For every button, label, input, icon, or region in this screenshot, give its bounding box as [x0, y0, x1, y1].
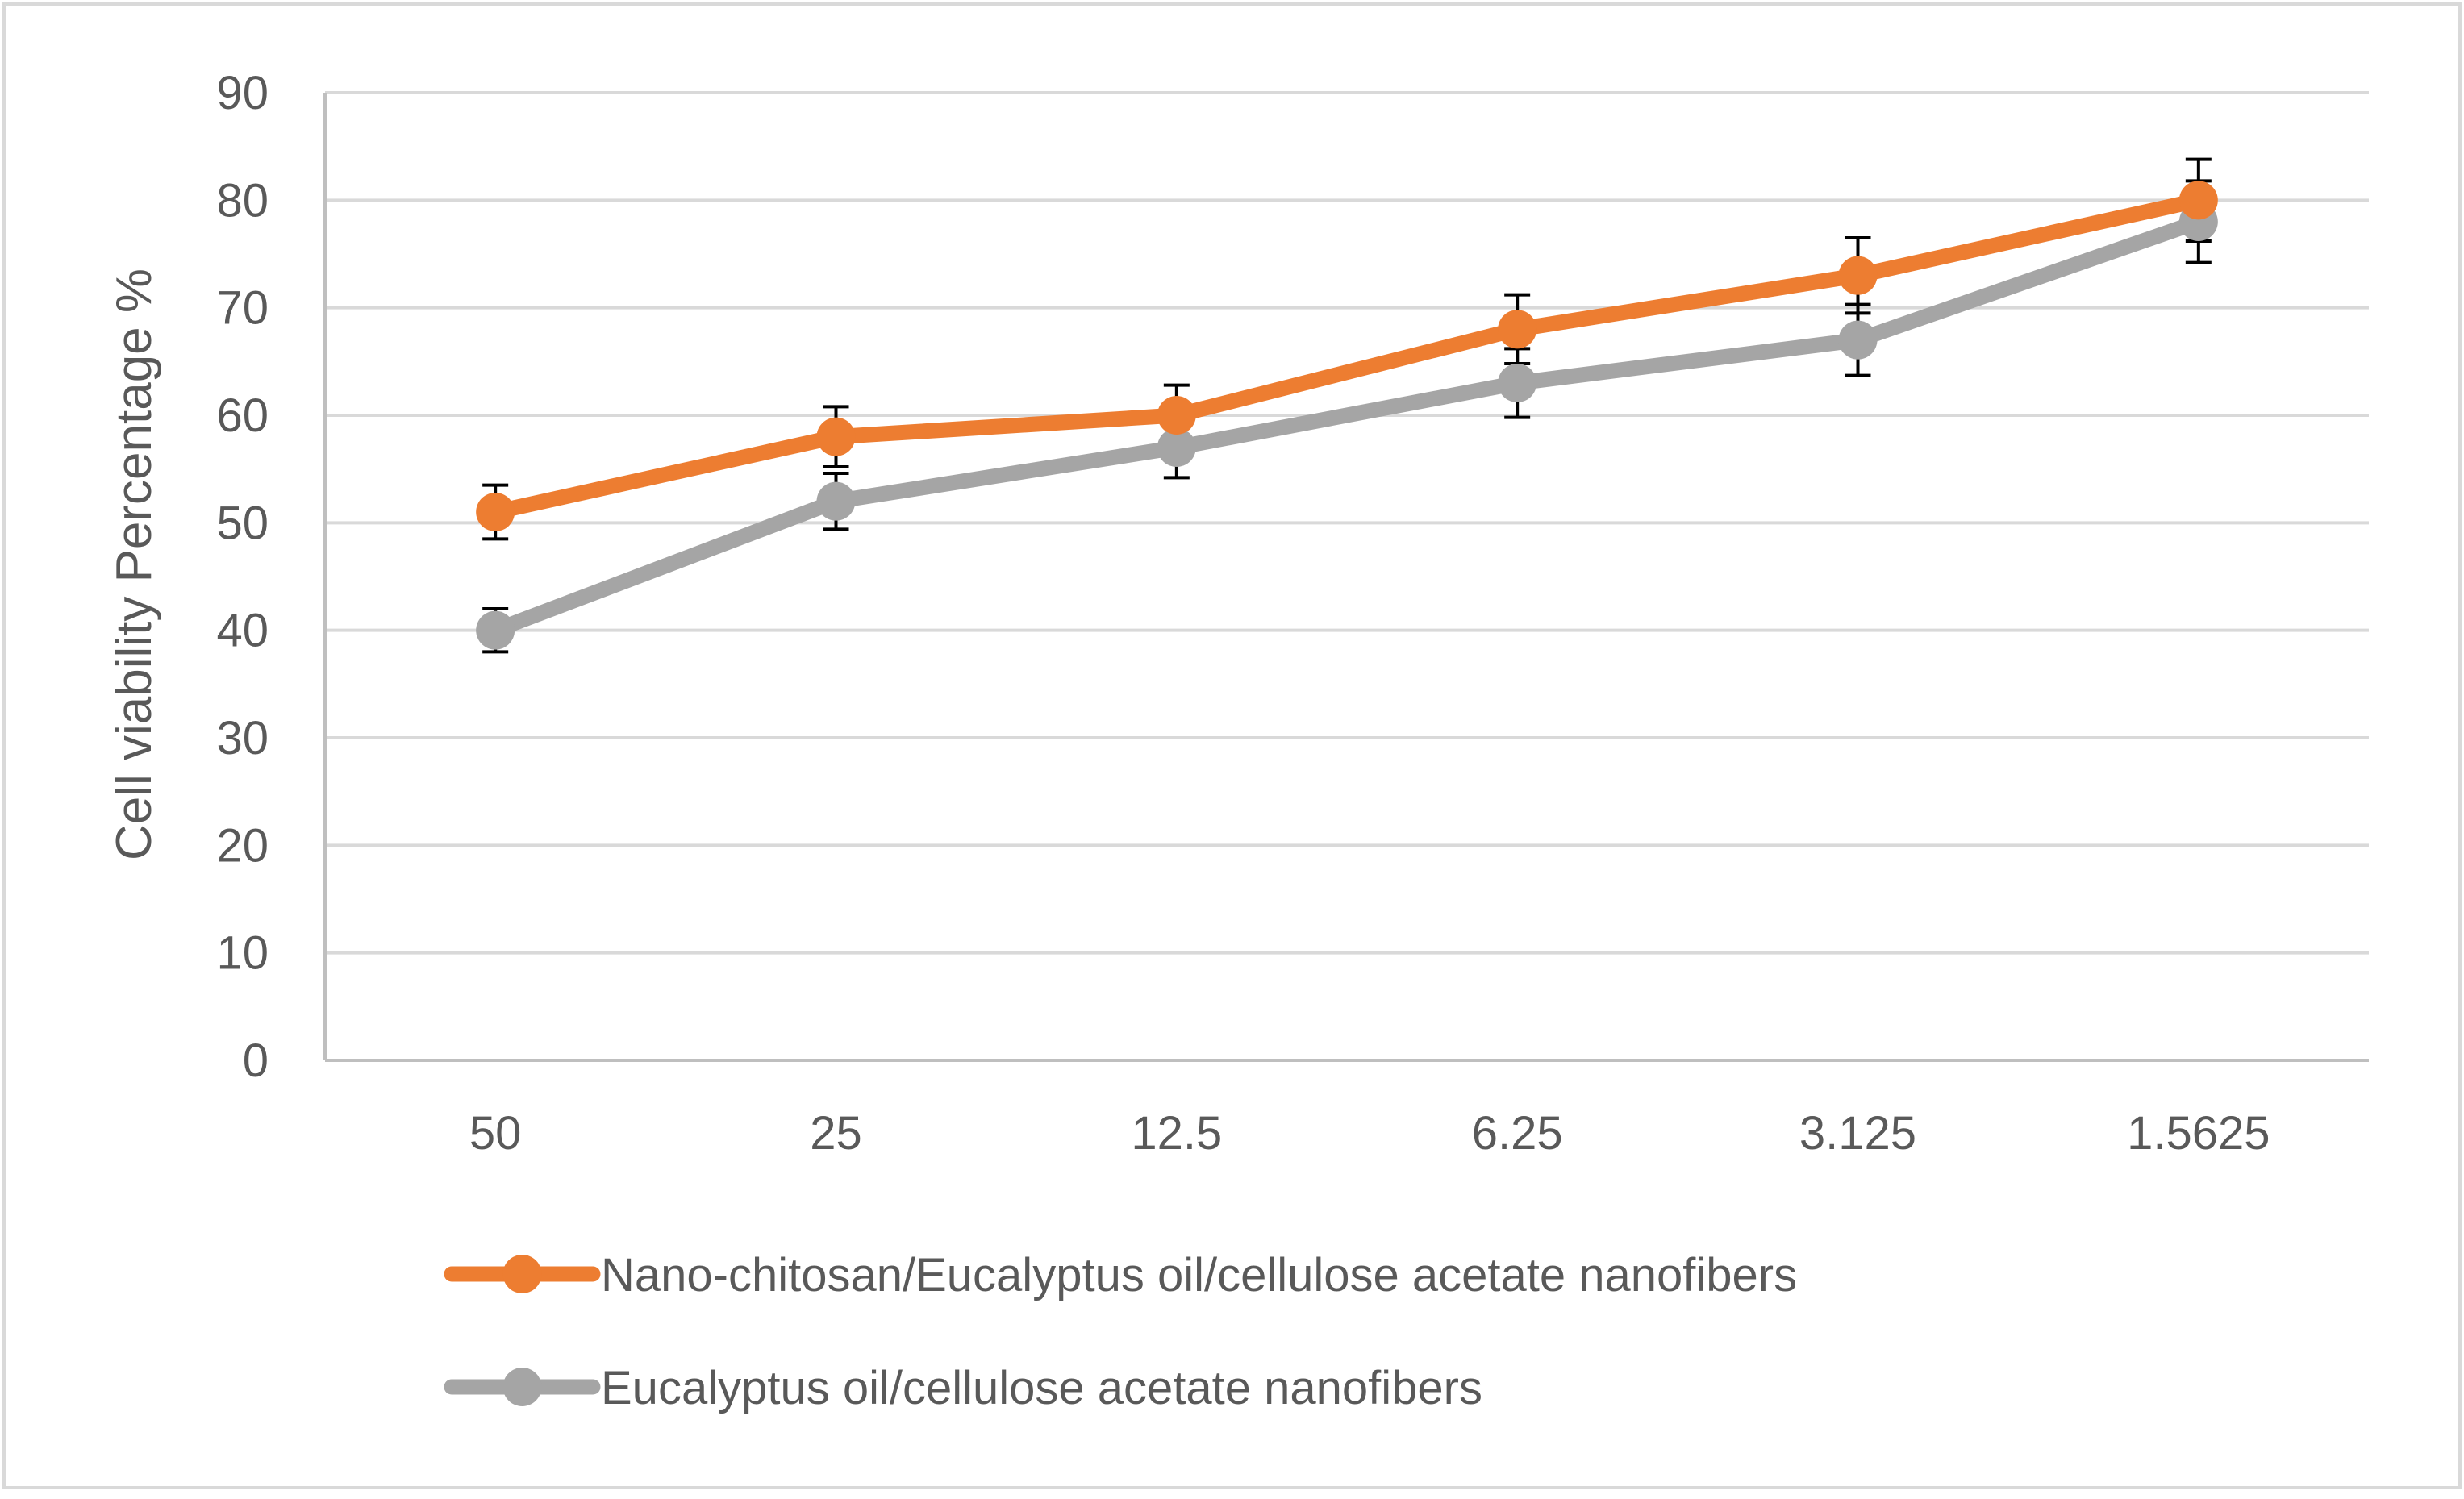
legend-item-1: Nano-chitosan/Eucalyptus oil/cellulose a… [444, 1249, 1797, 1301]
legend: Nano-chitosan/Eucalyptus oil/cellulose a… [444, 1249, 1797, 1414]
x-tick-label: 50 [469, 1107, 522, 1160]
series-line-1 [487, 192, 2207, 520]
data-point [1498, 364, 1537, 402]
y-tick-label: 20 [216, 819, 269, 872]
y-tick-label: 70 [216, 282, 269, 335]
data-point [816, 481, 856, 521]
x-tick-labels: 50 25 12.5 6.25 3.125 1.5625 [469, 1107, 2270, 1160]
y-tick-label: 40 [216, 605, 269, 657]
axes [323, 93, 2369, 1062]
data-point [816, 417, 856, 456]
legend-label: Nano-chitosan/Eucalyptus oil/cellulose a… [601, 1249, 1797, 1301]
data-point [1498, 310, 1537, 349]
data-point [1157, 396, 1196, 435]
x-tick-label: 3.125 [1799, 1107, 1916, 1160]
y-tick-label: 0 [243, 1035, 269, 1087]
data-point [1838, 256, 1878, 295]
y-tick-label: 60 [216, 389, 269, 442]
data-points [476, 181, 2218, 650]
y-tick-label: 90 [216, 67, 269, 119]
y-tick-label: 30 [216, 712, 269, 764]
y-tick-labels: 0 10 20 30 40 50 60 70 80 90 [216, 67, 269, 1087]
x-tick-label: 25 [810, 1107, 862, 1160]
series-lines [487, 192, 2207, 639]
data-point [1838, 320, 1878, 360]
data-point [476, 493, 515, 531]
data-point [2178, 181, 2218, 220]
legend-swatch-marker [502, 1255, 542, 1293]
legend-item-2: Eucalyptus oil/cellulose acetate nanofib… [444, 1362, 1482, 1414]
data-point [1157, 428, 1196, 467]
x-tick-label: 6.25 [1472, 1107, 1563, 1160]
x-tick-label: 12.5 [1131, 1107, 1222, 1160]
data-point [476, 610, 515, 650]
x-tick-label: 1.5625 [2127, 1107, 2270, 1160]
y-tick-label: 80 [216, 174, 269, 227]
legend-label: Eucalyptus oil/cellulose acetate nanofib… [601, 1362, 1482, 1414]
y-tick-label: 50 [216, 497, 269, 549]
legend-swatch-marker [502, 1368, 542, 1406]
y-tick-label: 10 [216, 927, 269, 980]
y-axis-label: Cell viability Percentage % [106, 269, 162, 860]
series-line-2 [487, 214, 2207, 639]
